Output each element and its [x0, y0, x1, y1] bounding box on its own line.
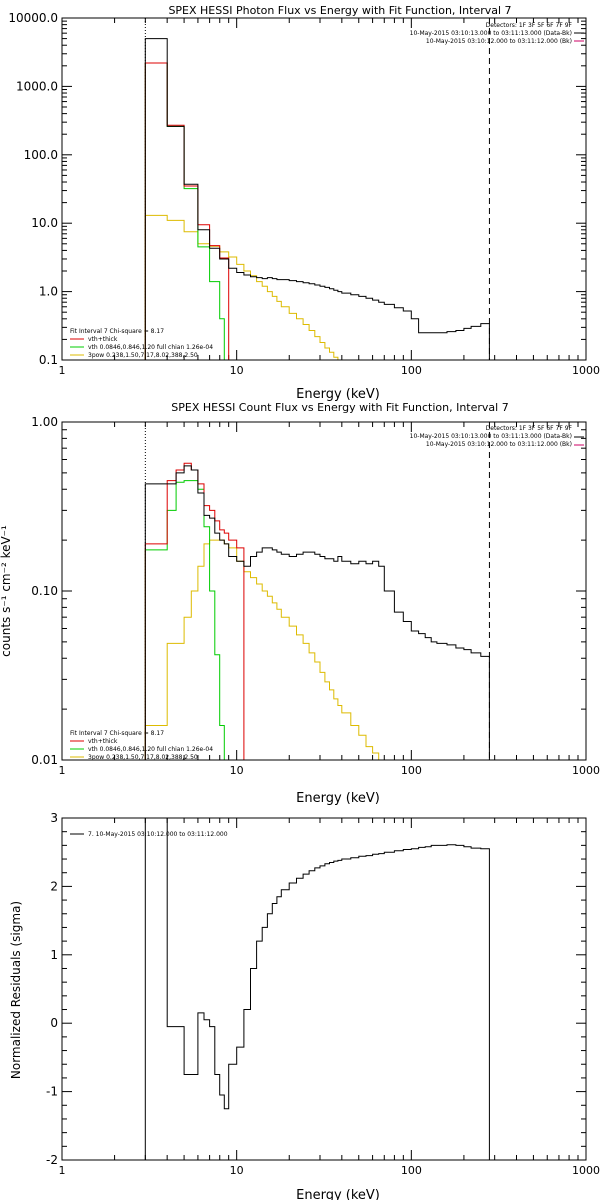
photon-flux-panel: SPEX HESSI Photon Flux vs Energy with Fi…	[8, 4, 600, 402]
x-axis-label-residuals: Energy (keV)	[296, 1188, 380, 1200]
chart-title-count: SPEX HESSI Count Flux vs Energy with Fit…	[171, 401, 508, 414]
plot-frame	[61, 817, 587, 1161]
legend-top-line-0: 7. 10-May-2015 03:10:12.000 to 03:11:12.…	[88, 831, 228, 838]
x-axis-label-count: Energy (keV)	[296, 791, 380, 806]
x-tick-label: 100	[401, 364, 422, 377]
series-line	[144, 480, 230, 760]
chart-title-photon: SPEX HESSI Photon Flux vs Energy with Fi…	[168, 4, 511, 17]
fit-legend-entry-0: vth+thick	[88, 738, 118, 745]
x-tick-label: 1000	[572, 364, 600, 377]
series-line	[144, 818, 490, 1160]
y-tick-label: 100.0	[24, 148, 58, 162]
legend-top-line-2: 10-May-2015 03:10:12.000 to 03:11:12.000…	[426, 441, 572, 448]
x-tick-label: 10	[230, 364, 244, 377]
y-tick-label: 1.0	[39, 285, 58, 299]
series-line	[144, 38, 490, 360]
fit-legend-entry-2: 3pow 0.238,1.50,7.17,8.02,388,2.50	[88, 352, 198, 359]
count-flux-panel: SPEX HESSI Count Flux vs Energy with Fit…	[0, 401, 600, 806]
plot-frame	[61, 17, 587, 361]
legend-top-line-2: 10-May-2015 03:10:12.000 to 03:11:12.000…	[426, 38, 572, 45]
y-tick-label: 1.00	[31, 415, 58, 429]
x-tick-label: 1	[59, 1164, 66, 1177]
series-line	[144, 62, 230, 360]
series-line	[144, 214, 343, 360]
x-tick-label: 1	[59, 364, 66, 377]
series-group	[144, 462, 490, 760]
series-line	[144, 539, 385, 760]
y-tick-label: 0.01	[31, 753, 58, 767]
y-tick-label: 0.10	[31, 584, 58, 598]
y-tick-label: 10000.0	[8, 11, 58, 25]
x-tick-label: 1000	[572, 764, 600, 777]
x-tick-label: 100	[401, 1164, 422, 1177]
x-tick-label: 10	[230, 1164, 244, 1177]
series-line	[144, 462, 245, 760]
y-axis-label-count: counts s⁻¹ cm⁻² keV⁻¹	[0, 525, 13, 657]
legend-top-line-1: 10-May-2015 03:10:13.000 to 03:11:13.000…	[410, 433, 572, 440]
plot-frame	[61, 421, 587, 761]
x-tick-label: 100	[401, 764, 422, 777]
y-tick-label: 3	[50, 811, 58, 825]
y-tick-label: 2	[50, 879, 58, 893]
series-line	[144, 465, 490, 760]
y-tick-label: 10.0	[31, 216, 58, 230]
legend-top-line-1: 10-May-2015 03:10:13.000 to 03:11:13.000…	[410, 30, 572, 37]
x-tick-label: 1000	[572, 1164, 600, 1177]
x-axis-label-photon: Energy (keV)	[296, 387, 380, 402]
fit-legend-header: Fit Interval 7 Chi-square = 8.17	[70, 730, 164, 737]
fit-legend-entry-0: vth+thick	[88, 336, 118, 343]
fit-legend-entry-1: vth 0.0846,0.846,1.20 full chian 1.26e-0…	[88, 746, 213, 753]
x-tick-label: 1	[59, 764, 66, 777]
y-tick-label: 0.1	[39, 353, 58, 367]
y-tick-label: 0	[50, 1016, 58, 1030]
residuals-panel: Energy (keV) Normalized Residuals (sigma…	[9, 811, 600, 1203]
x-tick-label: 10	[230, 764, 244, 777]
y-axis-label-residuals: Normalized Residuals (sigma)	[9, 901, 23, 1079]
y-tick-label: -1	[46, 1085, 58, 1099]
y-tick-label: 1000.0	[16, 79, 58, 93]
y-tick-label: 1	[50, 948, 58, 962]
fit-legend-header: Fit Interval 7 Chi-square = 8.17	[70, 328, 164, 335]
series-line	[144, 62, 230, 360]
y-tick-label: -2	[46, 1153, 58, 1167]
fit-legend-entry-1: vth 0.0846,0.846,1.20 full chian 1.26e-0…	[88, 344, 213, 351]
legend-top-line-0: Detectors: 1F 3F 5F 6F 7F 9F	[486, 425, 573, 432]
series-group	[144, 818, 490, 1160]
fit-legend-entry-2: 3pow 0.238,1.50,7.17,8.02,388,2.50	[88, 754, 198, 761]
legend-top-line-0: Detectors: 1F 3F 5F 6F 7F 9F	[486, 22, 573, 29]
series-group	[144, 38, 490, 360]
